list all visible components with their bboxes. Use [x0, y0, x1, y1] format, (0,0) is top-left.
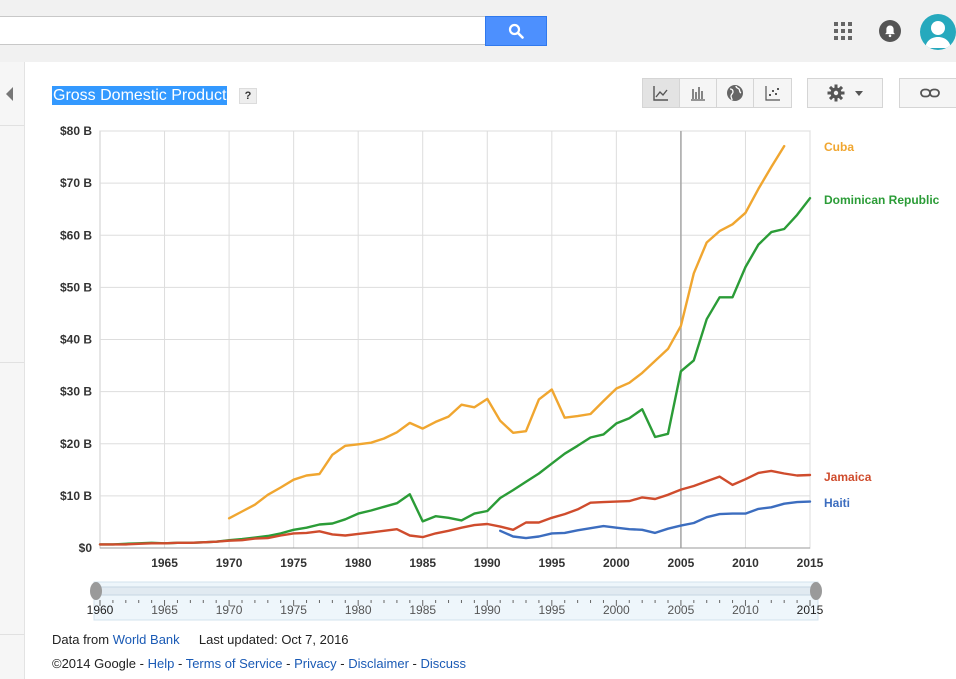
notifications-icon[interactable] — [879, 20, 901, 42]
range-start-label: 1960 — [87, 603, 114, 617]
x-tick-label: 1980 — [345, 556, 372, 570]
top-bar — [0, 0, 956, 62]
scatter-chart-icon — [764, 86, 780, 101]
user-avatar-icon — [925, 21, 951, 48]
chart-title: Gross Domestic Product — [52, 86, 228, 105]
privacy-link[interactable]: Privacy — [294, 656, 337, 671]
divider — [0, 362, 24, 363]
y-tick-label: $0 — [79, 541, 93, 555]
range-slider-track — [93, 581, 819, 621]
range-tick-label: 1975 — [280, 603, 307, 617]
range-tick-label: 1985 — [409, 603, 436, 617]
range-slider-bar — [93, 586, 819, 596]
y-tick-label: $70 B — [60, 176, 92, 190]
line-chart-button[interactable] — [643, 79, 680, 107]
x-tick-label: 2015 — [797, 556, 824, 570]
map-view-button[interactable] — [717, 79, 754, 107]
link-icon — [920, 88, 940, 98]
bar-chart-button[interactable] — [680, 79, 717, 107]
chevron-down-icon — [855, 90, 863, 96]
chart-type-toggle — [642, 78, 792, 108]
series-line-haiti — [499, 500, 812, 540]
link-button[interactable] — [899, 78, 956, 108]
apps-grid-icon[interactable] — [834, 22, 852, 40]
x-tick-label: 1965 — [151, 556, 178, 570]
range-end-label: 2015 — [797, 603, 824, 617]
y-tick-label: $20 B — [60, 437, 92, 451]
separator: - — [408, 656, 421, 671]
range-tick-label: 1970 — [216, 603, 243, 617]
data-from-label: Data from — [52, 632, 110, 647]
range-slider-left-handle — [90, 582, 102, 600]
copyright-text: ©2014 Google - — [52, 656, 144, 671]
range-tick-label: 1980 — [345, 603, 372, 617]
range-tick-label: 2010 — [732, 603, 759, 617]
last-updated: Last updated: Oct 7, 2016 — [198, 632, 349, 647]
range-tick-label: 1965 — [151, 603, 178, 617]
avatar[interactable] — [920, 14, 956, 50]
divider — [0, 634, 24, 635]
x-tick-label: 2010 — [732, 556, 759, 570]
line-chart-icon — [653, 86, 668, 101]
x-tick-label: 1970 — [216, 556, 243, 570]
y-tick-label: $80 B — [60, 124, 92, 138]
range-tick-label: 1995 — [538, 603, 565, 617]
separator: - — [174, 656, 186, 671]
discuss-link[interactable]: Discuss — [420, 656, 466, 671]
side-panel-strip — [0, 62, 25, 679]
x-tick-label: 1995 — [538, 556, 565, 570]
plot-area — [99, 130, 811, 549]
y-tick-label: $30 B — [60, 385, 92, 399]
data-source-line: Data from World Bank Last updated: Oct 7… — [52, 632, 349, 647]
y-tick-label: $10 B — [60, 489, 92, 503]
collapse-left-icon[interactable] — [6, 87, 13, 101]
x-tick-label: 1985 — [409, 556, 436, 570]
x-tick-label: 1975 — [280, 556, 307, 570]
bar-chart-icon — [691, 87, 705, 101]
globe-icon — [727, 85, 743, 101]
search-icon — [508, 23, 524, 39]
gear-icon — [827, 84, 845, 102]
series-line-jamaica — [98, 469, 812, 546]
y-tick-label: $40 B — [60, 333, 92, 347]
series-line-dominican-republic — [98, 196, 812, 546]
disclaimer-link[interactable]: Disclaimer — [348, 656, 409, 671]
range-slider-right-handle — [810, 582, 822, 600]
divider — [0, 125, 24, 126]
legend-label-cuba: Cuba — [824, 140, 854, 154]
series-line-cuba — [227, 144, 786, 520]
legend-label-dominican-republic: Dominican Republic — [824, 193, 940, 207]
settings-button[interactable] — [807, 78, 883, 108]
search-input[interactable] — [0, 16, 486, 45]
y-tick-label: $50 B — [60, 280, 92, 294]
separator: - — [282, 656, 295, 671]
help-link[interactable]: Help — [147, 656, 175, 671]
copyright-line: ©2014 Google - Help - Terms of Service -… — [52, 656, 466, 671]
x-tick-label: 2005 — [668, 556, 695, 570]
x-tick-label: 1990 — [474, 556, 501, 570]
range-tick-label: 1990 — [474, 603, 501, 617]
legend-label-haiti: Haiti — [824, 496, 850, 510]
y-tick-label: $60 B — [60, 228, 92, 242]
terms-link[interactable]: Terms of Service — [185, 656, 283, 671]
separator: - — [336, 656, 349, 671]
scatter-chart-button[interactable] — [754, 79, 791, 107]
x-tick-label: 2000 — [603, 556, 630, 570]
search-button[interactable] — [485, 16, 547, 46]
world-bank-link[interactable]: World Bank — [112, 632, 180, 647]
help-button[interactable]: ? — [239, 88, 257, 104]
legend-label-jamaica: Jamaica — [824, 470, 872, 484]
range-tick-label: 2005 — [668, 603, 695, 617]
range-tick-label: 2000 — [603, 603, 630, 617]
